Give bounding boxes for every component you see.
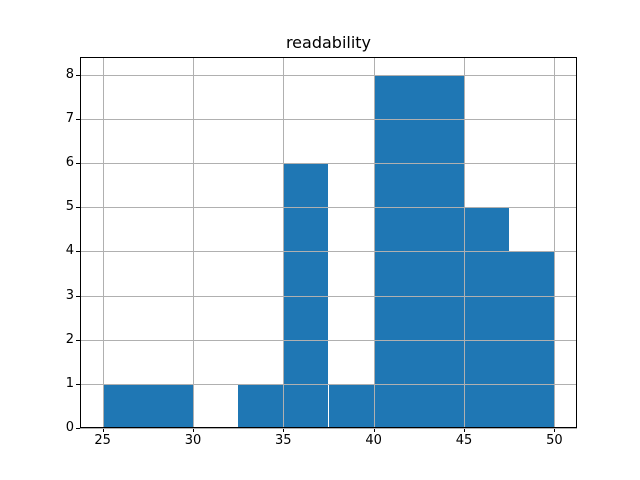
histogram-bar [238,383,284,428]
y-tick-label: 5 [65,199,74,215]
gridline-vertical [554,57,556,428]
gridline-horizontal [80,339,577,341]
y-tick [76,428,80,429]
y-tick-label: 6 [65,155,74,170]
gridline-vertical [193,57,194,428]
x-tick [283,428,285,432]
gridline-horizontal [80,428,577,429]
x-tick-label: 45 [455,433,473,448]
x-tick-label: 40 [365,433,382,448]
y-tick [76,295,80,297]
histogram-bar [328,383,374,428]
chart-title: readability [285,33,372,52]
x-tick [193,428,194,432]
y-tick-label: 4 [65,243,74,259]
y-tick [76,163,80,164]
y-tick [76,207,80,209]
y-tick [76,339,80,341]
histogram-bar [102,383,148,428]
gridline-vertical [102,57,104,428]
gridline-horizontal [80,251,577,253]
histogram-bar [464,207,510,428]
spine-top [80,57,577,58]
y-tick [76,118,80,120]
x-tick-label: 35 [275,433,292,448]
y-tick-label: 3 [65,287,74,303]
y-tick-label: 8 [65,66,74,82]
y-tick-label: 1 [65,375,74,391]
y-tick-label: 2 [65,331,74,347]
histogram-bar [509,251,555,428]
gridline-vertical [464,57,465,428]
x-tick-label: 25 [94,433,111,448]
y-tick [76,383,80,385]
y-tick [76,74,80,76]
x-tick [554,428,556,432]
x-tick [373,428,375,432]
spine-left [80,57,81,428]
plot-area: 25 30 35 40 45 50 0 1 2 3 4 5 6 7 8 [66,57,577,448]
x-tick-label: 30 [184,433,202,448]
gridline-vertical [373,57,375,428]
y-tick-label: 7 [65,110,74,126]
x-tick-label: 50 [546,433,563,448]
y-tick [76,251,80,253]
histogram-bar [147,383,193,428]
spine-bottom [80,427,577,428]
gridline-horizontal [80,207,577,209]
x-tick [102,428,104,432]
gridline-horizontal [80,295,577,297]
gridline-horizontal [80,163,577,164]
gridline-vertical [283,57,285,428]
spine-right [576,57,577,428]
gridline-horizontal [80,74,577,76]
y-tick-label: 0 [65,420,74,435]
x-tick [464,428,465,432]
gridline-horizontal [80,383,577,385]
gridline-horizontal [80,118,577,120]
